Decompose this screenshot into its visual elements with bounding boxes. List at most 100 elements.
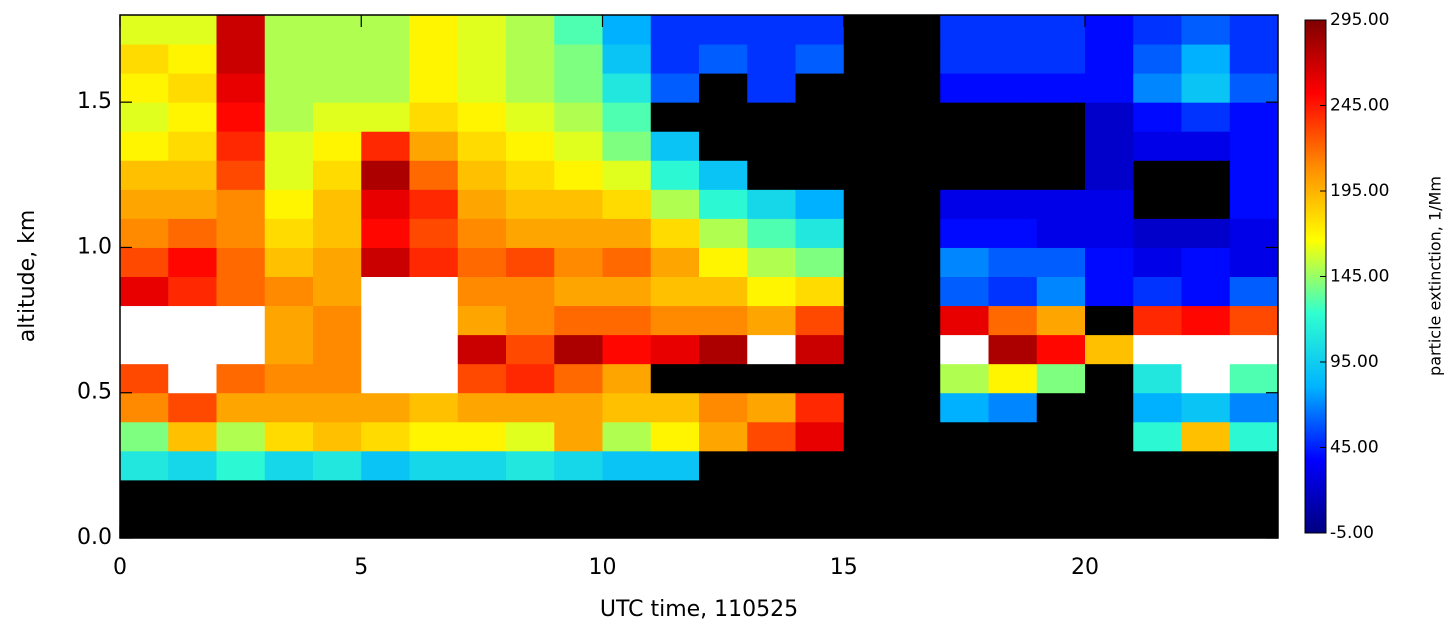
heatmap-cell (795, 102, 845, 132)
heatmap-cell (1036, 479, 1086, 510)
heatmap-cell (1085, 508, 1134, 539)
heatmap-cell (650, 247, 700, 277)
heatmap-cell (506, 421, 555, 452)
heatmap-cell (1181, 392, 1231, 423)
heatmap-cell (1229, 218, 1279, 248)
heatmap-cell (699, 131, 748, 161)
heatmap-cell (1036, 305, 1086, 336)
heatmap-cell (988, 305, 1038, 336)
heatmap-cell (409, 247, 459, 277)
heatmap-cell (747, 44, 796, 74)
heatmap-cell (699, 218, 748, 248)
heatmap-cell (699, 160, 748, 190)
heatmap-cell (264, 189, 314, 219)
heatmap-cell (361, 247, 410, 277)
heatmap-cell (1085, 15, 1134, 45)
heatmap-cell (795, 247, 845, 277)
heatmap-cell (940, 15, 989, 45)
heatmap-cell (699, 15, 748, 45)
heatmap-cell (892, 102, 941, 132)
heatmap-cell (602, 305, 652, 336)
heatmap-cell (892, 276, 941, 307)
heatmap-cell (554, 15, 603, 45)
heatmap-cell (313, 73, 362, 103)
heatmap-cell (988, 102, 1038, 132)
heatmap-cell (988, 218, 1038, 248)
heatmap-cell (120, 73, 169, 103)
heatmap-cell (1181, 363, 1231, 394)
heatmap-cell (554, 363, 603, 394)
heatmap-cell (1085, 73, 1134, 103)
heatmap-cell (216, 421, 266, 452)
heatmap-cell (313, 131, 362, 161)
heatmap-cell (602, 276, 652, 307)
heatmap-cell (313, 160, 362, 190)
heatmap-cell (650, 363, 700, 394)
heatmap-cell (506, 392, 555, 423)
heatmap-cell (216, 363, 266, 394)
heatmap-cell (1133, 189, 1182, 219)
heatmap-cell (988, 131, 1038, 161)
heatmap-cell (1181, 247, 1231, 277)
heatmap-cell (554, 508, 603, 539)
heatmap-cell (1085, 421, 1134, 452)
heatmap-cell (988, 15, 1038, 45)
heatmap-cell (602, 189, 652, 219)
heatmap-cell (264, 15, 314, 45)
heatmap-cell (1036, 276, 1086, 307)
heatmap-cell (1036, 508, 1086, 539)
heatmap-cell (554, 44, 603, 74)
heatmap-cell (940, 102, 989, 132)
heatmap-cell (120, 44, 169, 74)
x-tick-label: 0 (113, 555, 127, 580)
heatmap-cell (1133, 479, 1182, 510)
heatmap-cell (843, 160, 893, 190)
heatmap-cell (1181, 479, 1231, 510)
heatmap-cell (1133, 305, 1182, 336)
heatmap-cell (699, 73, 748, 103)
heatmap-cell (264, 73, 314, 103)
heatmap-cell (602, 450, 652, 481)
heatmap-cell (313, 450, 362, 481)
heatmap-cell (216, 450, 266, 481)
heatmap-cell (216, 276, 266, 307)
heatmap-cell (699, 189, 748, 219)
heatmap-cell (988, 276, 1038, 307)
x-axis-label: UTC time, 110525 (600, 597, 798, 622)
heatmap-cell (1085, 189, 1134, 219)
heatmap-cell (264, 160, 314, 190)
heatmap-cell (1133, 131, 1182, 161)
heatmap-cell (120, 276, 169, 307)
heatmap-cell (747, 73, 796, 103)
heatmap-cell (264, 102, 314, 132)
heatmap-cell (216, 218, 266, 248)
heatmap-cell (1229, 392, 1279, 423)
heatmap-cell (1036, 73, 1086, 103)
heatmap-cell (457, 102, 507, 132)
heatmap-cell (892, 189, 941, 219)
heatmap-cell (1229, 73, 1279, 103)
heatmap-cell (120, 160, 169, 190)
heatmap-cell (747, 334, 796, 365)
heatmap-cell (506, 131, 555, 161)
heatmap-cell (168, 392, 217, 423)
heatmap-cell (216, 44, 266, 74)
heatmap-cell (361, 276, 410, 307)
heatmap-cell (409, 15, 459, 45)
heatmap-cell (650, 15, 700, 45)
heatmap-cell (1229, 276, 1279, 307)
heatmap-cell (988, 73, 1038, 103)
heatmap-cell (843, 247, 893, 277)
heatmap-cell (843, 363, 893, 394)
heatmap-cell (892, 73, 941, 103)
heatmap-cell (602, 131, 652, 161)
heatmap-cell (361, 421, 410, 452)
heatmap-cell (554, 247, 603, 277)
heatmap-cell (602, 334, 652, 365)
heatmap-cell (554, 334, 603, 365)
heatmap-cell (506, 334, 555, 365)
heatmap-cell (264, 363, 314, 394)
heatmap-cell (120, 392, 169, 423)
heatmap-cell (747, 276, 796, 307)
heatmap-cell (409, 421, 459, 452)
